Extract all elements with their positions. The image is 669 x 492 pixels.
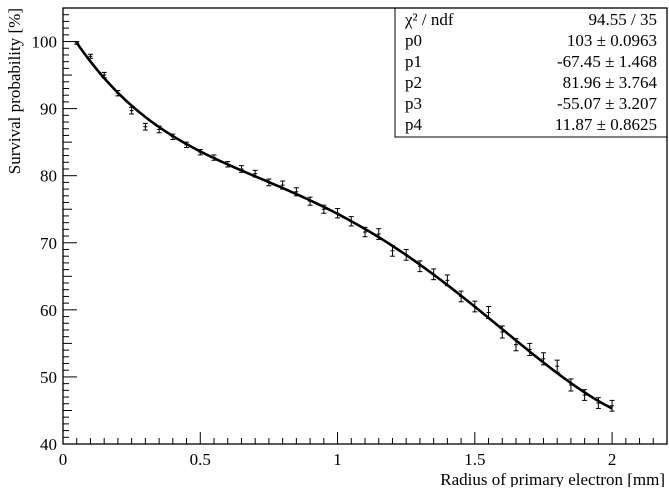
y-tick-label: 60 <box>40 301 57 320</box>
fit-curve <box>75 41 613 410</box>
x-tick-label: 0 <box>59 450 68 469</box>
stats-value: 11.87 ± 0.8625 <box>555 115 657 134</box>
data-point <box>609 399 615 412</box>
x-tick-label: 0.5 <box>190 450 211 469</box>
stats-box-frame <box>394 7 668 138</box>
stats-label: p3 <box>405 94 422 113</box>
stats-label: χ² / ndf <box>404 10 454 29</box>
y-tick-label: 40 <box>40 435 57 454</box>
plot-frame <box>62 7 668 445</box>
fit-layer <box>75 41 613 410</box>
x-axis-title: Radius of primary electron [mm] <box>440 470 665 487</box>
y-tick-label: 80 <box>40 167 57 186</box>
stats-value: 81.96 ± 3.764 <box>563 73 658 92</box>
x-tick-label: 1 <box>333 450 342 469</box>
x-tick-label: 1.5 <box>464 450 485 469</box>
stats-label: p1 <box>405 52 422 71</box>
stats-label: p0 <box>405 31 422 50</box>
y-tick-label: 90 <box>40 100 57 119</box>
x-axis: 0 0.5 1 1.5 2 <box>59 432 668 469</box>
stats-value: 103 ± 0.0963 <box>567 31 657 50</box>
data-point <box>582 389 588 401</box>
y-tick-label: 100 <box>32 33 58 52</box>
y-tick-label: 70 <box>40 234 57 253</box>
stats-label: p2 <box>405 73 422 92</box>
stats-value: -55.07 ± 3.207 <box>557 94 657 113</box>
y-tick-label: 50 <box>40 368 57 387</box>
stats-value: -67.45 ± 1.468 <box>557 52 657 71</box>
stats-value: 94.55 / 35 <box>589 10 657 29</box>
stats-label: p4 <box>405 115 423 134</box>
y-axis: 40 50 60 70 80 90 100 <box>32 7 77 454</box>
y-axis-title: Survival probability [%] <box>5 8 24 174</box>
data-point <box>568 378 574 392</box>
data-point <box>142 122 148 131</box>
x-tick-label: 2 <box>608 450 617 469</box>
stats-box: χ² / ndf 94.55 / 35 p0 103 ± 0.0963 p1 -67.45… <box>394 7 668 138</box>
